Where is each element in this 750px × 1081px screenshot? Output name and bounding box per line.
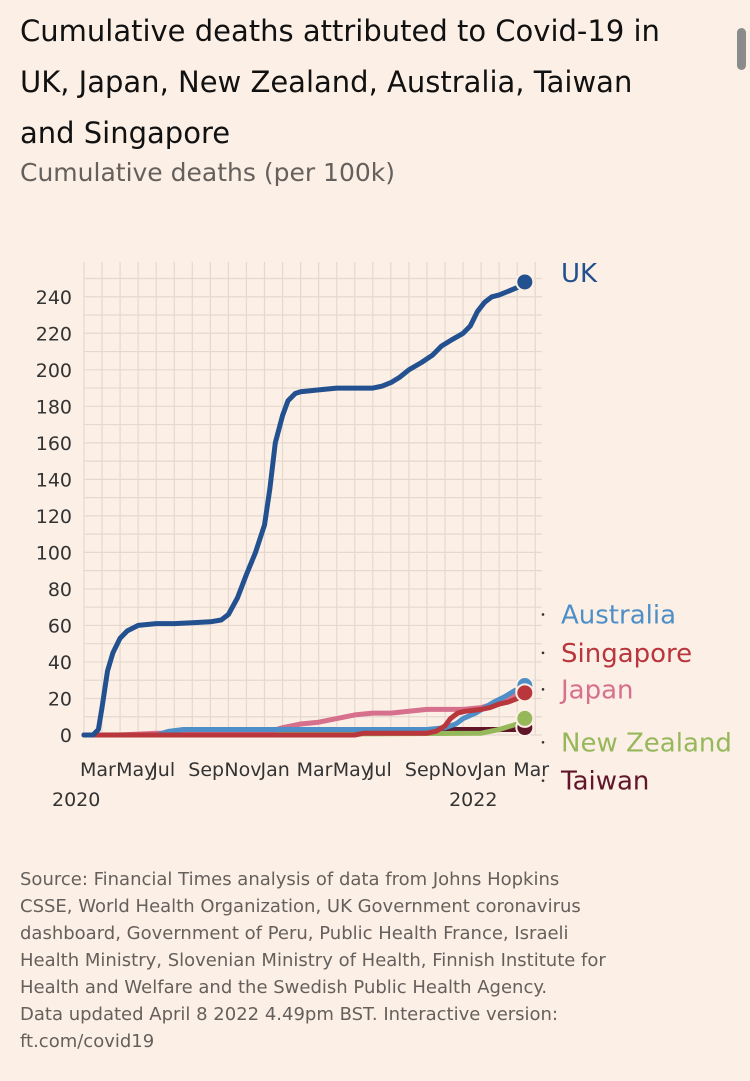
source-line: ft.com/covid19	[20, 1031, 155, 1052]
y-tick-label: 20	[48, 688, 72, 710]
label-leader-new-zealand	[541, 741, 545, 744]
x-tick-label: May	[333, 759, 372, 781]
source-line: Data updated April 8 2022 4.49pm BST. In…	[20, 1004, 559, 1025]
series-line-uk	[81, 281, 524, 738]
x-tick-label: Nov	[224, 759, 261, 781]
grid-lines	[83, 262, 542, 736]
y-tick-label: 100	[36, 542, 72, 564]
x-tick-label: Jul	[151, 759, 175, 781]
source-line: dashboard, Government of Peru, Public He…	[20, 923, 569, 944]
x-year-label: 2020	[52, 789, 100, 811]
y-tick-label: 40	[48, 652, 72, 674]
y-tick-label: 80	[48, 579, 72, 601]
y-tick-label: 60	[48, 615, 72, 637]
chart-title: Cumulative deaths attributed to Covid-19…	[20, 6, 710, 159]
series-label-japan: Japan	[559, 675, 634, 705]
y-axis: 0 20 40 60 80 100 120 140 160 180 200 220 240	[36, 287, 72, 747]
series-line-australia	[81, 685, 524, 738]
label-leader-singapore	[541, 651, 545, 655]
y-tick-label: 0	[60, 725, 72, 747]
series-label-uk: UK	[561, 259, 598, 289]
chart-title-line: and Singapore	[20, 116, 231, 150]
source-line: Source: Financial Times analysis of data…	[20, 869, 560, 890]
y-tick-label: 240	[36, 287, 72, 309]
x-tick-label: Mar	[513, 759, 549, 781]
series-line-singapore	[81, 692, 524, 738]
scrollbar[interactable]	[737, 28, 746, 70]
series-labels: UK Australia Singapore Japan New Zealand Taiw…	[541, 259, 732, 797]
label-leader-australia	[541, 613, 545, 616]
chart-title-line: Cumulative deaths attributed to Covid-19…	[20, 14, 660, 48]
y-tick-label: 160	[36, 433, 72, 455]
x-tick-label: Jul	[368, 759, 392, 781]
x-year-label: 2022	[449, 789, 497, 811]
x-tick-label: Jan	[476, 759, 506, 781]
series-label-australia: Australia	[561, 600, 676, 630]
series-label-taiwan: Taiwan	[560, 767, 649, 797]
series-lines	[81, 272, 535, 738]
x-tick-label: Nov	[441, 759, 478, 781]
source-line: Health Ministry, Slovenian Ministry of H…	[20, 950, 606, 971]
y-tick-label: 200	[36, 360, 72, 382]
x-tick-label: Sep	[405, 759, 441, 781]
chart-subtitle: Cumulative deaths (per 100k)	[20, 158, 395, 187]
end-dot-uk	[515, 272, 535, 292]
series-label-new-zealand: New Zealand	[561, 728, 732, 758]
y-tick-label: 220	[36, 323, 72, 345]
y-tick-label: 140	[36, 469, 72, 491]
chart-title-line: UK, Japan, New Zealand, Australia, Taiwa…	[20, 65, 633, 99]
label-leader-taiwan	[541, 779, 545, 782]
end-dot-new-zealand	[515, 708, 535, 728]
x-tick-label: Sep	[188, 759, 224, 781]
source-line: Health and Welfare and the Swedish Publi…	[20, 977, 548, 998]
x-tick-label: May	[116, 759, 155, 781]
x-tick-label: Mar	[297, 759, 333, 781]
source-line: CSSE, World Health Organization, UK Gove…	[20, 896, 581, 917]
x-tick-label: Jan	[260, 759, 290, 781]
x-tick-label: Mar	[80, 759, 116, 781]
y-tick-label: 120	[36, 506, 72, 528]
label-leader-japan	[541, 688, 545, 691]
series-label-singapore: Singapore	[561, 639, 692, 669]
end-dot-singapore	[515, 683, 535, 703]
y-tick-label: 180	[36, 396, 72, 418]
source-note: Source: Financial Times analysis of data…	[20, 866, 732, 1055]
